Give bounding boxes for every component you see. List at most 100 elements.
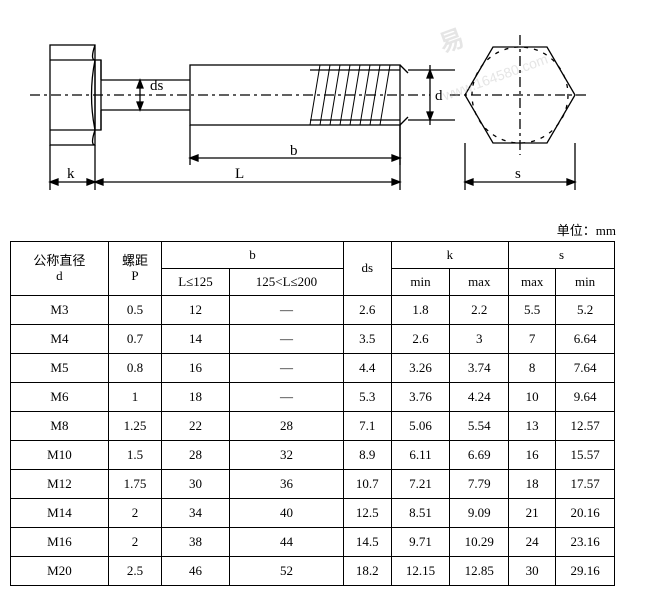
cell-b2: — bbox=[229, 296, 343, 325]
cell-b1: 46 bbox=[162, 557, 230, 586]
table-row: M202.5465218.212.1512.853029.16 bbox=[11, 557, 615, 586]
unit-label: 单位：mm bbox=[10, 220, 636, 239]
bolt-diagram: ds d b k L s 易 www.164580.com bbox=[10, 10, 615, 210]
table-row: M121.75303610.77.217.791817.57 bbox=[11, 470, 615, 499]
cell-kmin: 3.76 bbox=[391, 383, 450, 412]
cell-d: M12 bbox=[11, 470, 109, 499]
cell-p: 0.5 bbox=[108, 296, 161, 325]
label-b: b bbox=[290, 143, 298, 159]
cell-p: 1.5 bbox=[108, 441, 161, 470]
cell-b2: 36 bbox=[229, 470, 343, 499]
cell-b2: 44 bbox=[229, 528, 343, 557]
cell-p: 2 bbox=[108, 499, 161, 528]
cell-smax: 30 bbox=[509, 557, 556, 586]
label-ds: ds bbox=[150, 78, 164, 94]
cell-b2: 52 bbox=[229, 557, 343, 586]
label-d: d bbox=[435, 88, 443, 104]
cell-smin: 17.57 bbox=[556, 470, 615, 499]
cell-kmin: 9.71 bbox=[391, 528, 450, 557]
cell-kmax: 6.69 bbox=[450, 441, 509, 470]
cell-smin: 20.16 bbox=[556, 499, 615, 528]
cell-smin: 7.64 bbox=[556, 354, 615, 383]
hdr-s-min: min bbox=[556, 269, 615, 296]
cell-smin: 12.57 bbox=[556, 412, 615, 441]
cell-p: 0.7 bbox=[108, 325, 161, 354]
cell-b1: 18 bbox=[162, 383, 230, 412]
cell-b2: — bbox=[229, 354, 343, 383]
cell-b1: 28 bbox=[162, 441, 230, 470]
cell-b1: 30 bbox=[162, 470, 230, 499]
table-row: M162384414.59.7110.292423.16 bbox=[11, 528, 615, 557]
cell-d: M4 bbox=[11, 325, 109, 354]
cell-b2: 40 bbox=[229, 499, 343, 528]
cell-smax: 10 bbox=[509, 383, 556, 412]
hdr-k-max: max bbox=[450, 269, 509, 296]
cell-p: 2 bbox=[108, 528, 161, 557]
spec-table: 公称直径d 螺距P b ds k s L≤125 125<L≤200 min m… bbox=[10, 241, 615, 586]
cell-smax: 5.5 bbox=[509, 296, 556, 325]
cell-kmax: 2.2 bbox=[450, 296, 509, 325]
cell-b2: — bbox=[229, 325, 343, 354]
cell-kmax: 12.85 bbox=[450, 557, 509, 586]
cell-ds: 4.4 bbox=[343, 354, 391, 383]
cell-kmin: 1.8 bbox=[391, 296, 450, 325]
cell-ds: 18.2 bbox=[343, 557, 391, 586]
cell-smin: 6.64 bbox=[556, 325, 615, 354]
cell-p: 2.5 bbox=[108, 557, 161, 586]
cell-b1: 38 bbox=[162, 528, 230, 557]
cell-b1: 14 bbox=[162, 325, 230, 354]
cell-d: M20 bbox=[11, 557, 109, 586]
cell-b2: 28 bbox=[229, 412, 343, 441]
hdr-p: 螺距P bbox=[108, 242, 161, 296]
cell-kmax: 3 bbox=[450, 325, 509, 354]
label-s: s bbox=[515, 166, 521, 182]
cell-p: 1 bbox=[108, 383, 161, 412]
cell-ds: 10.7 bbox=[343, 470, 391, 499]
cell-smin: 23.16 bbox=[556, 528, 615, 557]
cell-d: M5 bbox=[11, 354, 109, 383]
cell-smax: 24 bbox=[509, 528, 556, 557]
cell-smax: 16 bbox=[509, 441, 556, 470]
hdr-b: b bbox=[162, 242, 344, 269]
cell-d: M14 bbox=[11, 499, 109, 528]
hdr-ds: ds bbox=[343, 242, 391, 296]
cell-kmin: 7.21 bbox=[391, 470, 450, 499]
cell-b1: 12 bbox=[162, 296, 230, 325]
cell-p: 1.25 bbox=[108, 412, 161, 441]
cell-b1: 16 bbox=[162, 354, 230, 383]
table-row: M142344012.58.519.092120.16 bbox=[11, 499, 615, 528]
cell-d: M16 bbox=[11, 528, 109, 557]
cell-kmin: 2.6 bbox=[391, 325, 450, 354]
table-row: M101.528328.96.116.691615.57 bbox=[11, 441, 615, 470]
cell-p: 0.8 bbox=[108, 354, 161, 383]
hdr-s: s bbox=[509, 242, 615, 269]
cell-ds: 3.5 bbox=[343, 325, 391, 354]
cell-smin: 29.16 bbox=[556, 557, 615, 586]
cell-b2: — bbox=[229, 383, 343, 412]
cell-kmin: 12.15 bbox=[391, 557, 450, 586]
table-row: M81.2522287.15.065.541312.57 bbox=[11, 412, 615, 441]
hdr-k: k bbox=[391, 242, 509, 269]
cell-smax: 13 bbox=[509, 412, 556, 441]
cell-kmax: 4.24 bbox=[450, 383, 509, 412]
table-row: M50.816—4.43.263.7487.64 bbox=[11, 354, 615, 383]
cell-p: 1.75 bbox=[108, 470, 161, 499]
cell-smax: 7 bbox=[509, 325, 556, 354]
cell-d: M3 bbox=[11, 296, 109, 325]
cell-d: M10 bbox=[11, 441, 109, 470]
cell-b1: 34 bbox=[162, 499, 230, 528]
hdr-b-l125: L≤125 bbox=[162, 269, 230, 296]
cell-kmin: 6.11 bbox=[391, 441, 450, 470]
cell-ds: 8.9 bbox=[343, 441, 391, 470]
cell-smin: 9.64 bbox=[556, 383, 615, 412]
cell-kmax: 3.74 bbox=[450, 354, 509, 383]
cell-smax: 8 bbox=[509, 354, 556, 383]
label-L-upper: L bbox=[235, 166, 244, 182]
hdr-d: 公称直径d bbox=[11, 242, 109, 296]
cell-ds: 14.5 bbox=[343, 528, 391, 557]
cell-smin: 15.57 bbox=[556, 441, 615, 470]
hdr-s-max: max bbox=[509, 269, 556, 296]
cell-d: M6 bbox=[11, 383, 109, 412]
cell-ds: 5.3 bbox=[343, 383, 391, 412]
hdr-b-l200: 125<L≤200 bbox=[229, 269, 343, 296]
